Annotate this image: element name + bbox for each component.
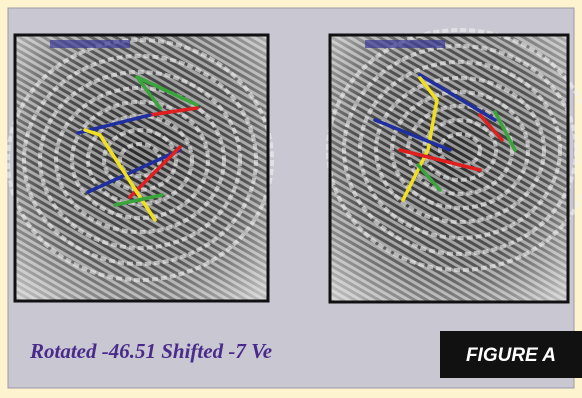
figure: Rotated -46.51 Shifted -7 Ve FIGURE A <box>0 0 582 398</box>
figure-label: FIGURE A <box>466 345 556 366</box>
caption: Rotated -46.51 Shifted -7 Ve <box>29 339 272 363</box>
fingerprint-left <box>8 35 272 301</box>
fingerprint-right <box>328 30 582 302</box>
page: Rotated -46.51 Shifted -7 Ve FIGURE A ((… <box>0 0 582 398</box>
